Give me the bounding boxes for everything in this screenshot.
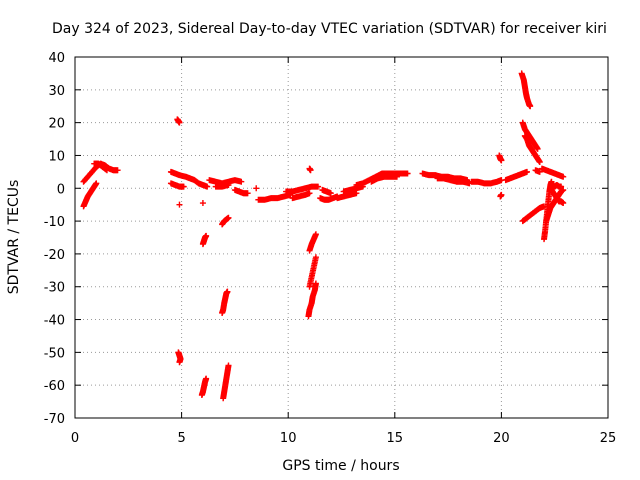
data-point — [498, 157, 505, 164]
data-point — [93, 180, 100, 187]
data-point — [204, 183, 211, 190]
x-tick-label: 15 — [387, 431, 404, 446]
data-point — [176, 359, 183, 366]
x-tick-label: 25 — [600, 431, 617, 446]
data-point — [404, 170, 411, 177]
data-point — [560, 173, 567, 180]
y-tick-label: 10 — [48, 149, 65, 164]
y-tick-label: -60 — [44, 379, 65, 394]
x-tick-label: 20 — [493, 431, 510, 446]
x-tick-label: 0 — [71, 431, 79, 446]
data-point — [225, 362, 232, 369]
data-point — [312, 254, 319, 261]
y-tick-label: -10 — [44, 215, 65, 230]
data-point — [393, 173, 400, 180]
y-tick-label: 30 — [48, 84, 65, 99]
data-point — [560, 200, 567, 207]
grid — [75, 57, 608, 418]
data-point — [306, 190, 313, 197]
data-points — [80, 70, 567, 402]
data-point — [225, 214, 232, 221]
chart-title: Day 324 of 2023, Sidereal Day-to-day VTE… — [52, 21, 607, 37]
data-point — [103, 167, 110, 174]
y-axis-title: SDTVAR / TECUs — [6, 180, 22, 295]
data-point — [224, 288, 231, 295]
y-tick-label: 40 — [48, 51, 65, 66]
data-point — [312, 280, 319, 287]
y-tick-label: 20 — [48, 117, 65, 132]
data-point — [560, 186, 567, 193]
y-tick-label: -20 — [44, 248, 65, 263]
data-point — [114, 167, 121, 174]
y-tick-label: -50 — [44, 346, 65, 361]
data-point — [558, 183, 565, 190]
data-point — [238, 178, 245, 185]
data-point — [548, 178, 555, 185]
y-tick-label: -70 — [44, 412, 65, 427]
x-tick-label: 10 — [280, 431, 297, 446]
data-point — [536, 159, 543, 166]
data-point — [498, 191, 505, 198]
data-point — [312, 231, 319, 238]
data-point — [315, 183, 322, 190]
data-point — [180, 183, 187, 190]
data-point — [176, 119, 183, 126]
data-point — [225, 181, 232, 188]
y-tick-label: 0 — [57, 182, 65, 197]
data-point — [253, 185, 260, 192]
y-tick-label: -30 — [44, 281, 65, 296]
data-point — [534, 145, 541, 152]
axis-ticks: 0 5 10 15 20 25 40 30 20 10 0 -10 -20 -30 -40 -50 -60 -70 — [44, 51, 617, 446]
data-point — [523, 168, 530, 175]
data-point — [203, 232, 210, 239]
data-point — [203, 375, 210, 382]
data-point — [244, 190, 251, 197]
data-point — [536, 168, 543, 175]
data-point — [527, 103, 534, 110]
data-point — [176, 201, 183, 208]
y-tick-label: -40 — [44, 314, 65, 329]
x-tick-label: 5 — [177, 431, 185, 446]
plot-frame — [74, 56, 609, 419]
data-point — [327, 190, 334, 197]
x-axis-title: GPS time / hours — [282, 458, 399, 474]
data-point — [199, 200, 206, 207]
data-point — [307, 167, 314, 174]
